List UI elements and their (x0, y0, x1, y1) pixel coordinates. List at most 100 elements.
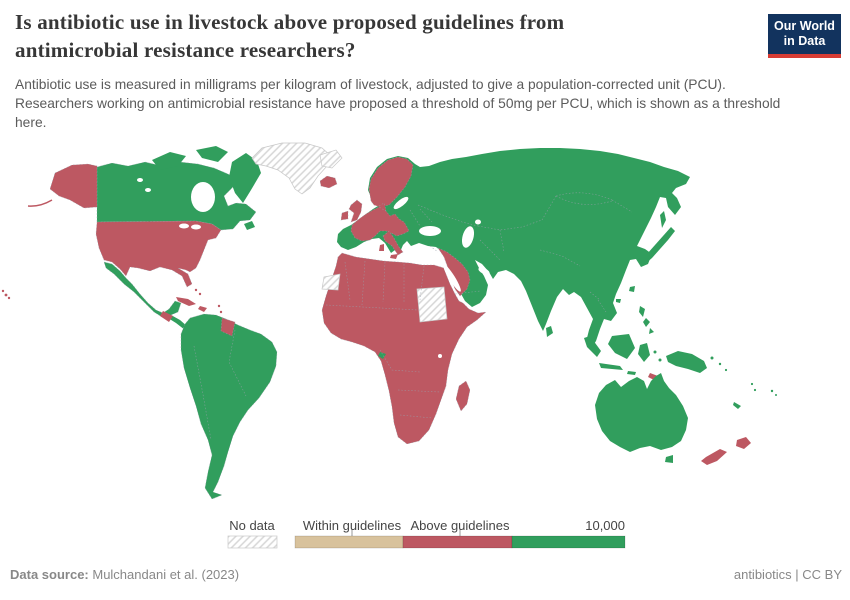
region-mexico[interactable] (103, 261, 182, 318)
region-italy[interactable] (382, 230, 404, 256)
country-borders (193, 192, 633, 441)
region-united-kingdom[interactable] (348, 199, 363, 223)
chart-subtitle: Antibiotic use is measured in milligrams… (15, 76, 781, 130)
license-link[interactable]: antibiotics | CC BY (733, 567, 842, 582)
region-hawaii-1[interactable] (1, 289, 5, 293)
caspian-sea (461, 226, 475, 248)
region-iceland[interactable] (319, 175, 338, 189)
region-java[interactable] (599, 363, 623, 370)
region-south-america[interactable] (180, 313, 278, 500)
region-fiji-1[interactable] (770, 389, 774, 393)
water-bodies (137, 178, 490, 358)
region-ireland[interactable] (340, 210, 349, 221)
region-lesser-sunda[interactable] (627, 371, 636, 375)
region-arctic-island-2[interactable] (196, 146, 228, 162)
region-philippines-3[interactable] (649, 328, 654, 334)
region-sakhalin[interactable] (660, 211, 666, 228)
data-source-line[interactable]: Data source: Mulchandani et al. (2023) (10, 567, 239, 582)
region-hawaii-3[interactable] (7, 296, 11, 300)
black-sea (419, 226, 441, 236)
region-hainan[interactable] (616, 299, 621, 303)
legend-no-data-swatch[interactable] (227, 535, 278, 549)
legend-max-label: 10,000 (585, 518, 625, 533)
region-madagascar[interactable] (455, 380, 471, 412)
region-taiwan[interactable] (629, 286, 635, 292)
region-australia[interactable] (595, 373, 688, 452)
great-bear-lake (137, 178, 143, 182)
region-new-britain[interactable] (710, 356, 714, 360)
region-fiji-2[interactable] (775, 394, 777, 396)
region-hawaii-2[interactable] (4, 293, 8, 297)
region-cuba[interactable] (176, 297, 196, 306)
region-sri-lanka[interactable] (546, 326, 553, 337)
region-hispaniola[interactable] (198, 306, 207, 312)
region-sulawesi[interactable] (638, 343, 650, 362)
chart-header: Is antibiotic use in livestock above pro… (15, 8, 790, 132)
region-antilles-1[interactable] (217, 304, 221, 308)
region-sumatra[interactable] (584, 336, 601, 357)
region-new-guinea[interactable] (666, 351, 707, 373)
region-tasmania[interactable] (665, 455, 673, 463)
aral-sea (475, 219, 481, 225)
region-new-zealand-south[interactable] (701, 449, 727, 465)
map-regions (1, 142, 777, 500)
legend-swatch-within[interactable] (294, 535, 404, 549)
region-solomons-1[interactable] (718, 362, 722, 366)
region-united-states[interactable] (95, 220, 222, 288)
region-sardinia[interactable] (379, 244, 384, 251)
region-new-zealand-north[interactable] (736, 437, 751, 449)
map-legend: No data Within guidelines Above guidelin… (227, 518, 626, 549)
legend-above-label: Above guidelines (410, 518, 510, 533)
region-philippines-2[interactable] (643, 318, 650, 327)
region-scandinavia[interactable] (368, 156, 414, 208)
region-philippines-1[interactable] (639, 306, 645, 317)
region-bahamas-2[interactable] (198, 292, 202, 296)
red-sea (443, 264, 461, 292)
region-svalbard[interactable] (319, 149, 343, 169)
baltic-sea (393, 196, 409, 210)
owid-logo[interactable]: Our World in Data (768, 14, 841, 58)
region-guyana-suriname[interactable] (220, 317, 236, 337)
region-baffin-island[interactable] (229, 153, 261, 203)
great-lake-1 (179, 223, 189, 229)
hudson-bay (191, 182, 215, 212)
great-slave-lake (145, 188, 151, 192)
region-eurasia[interactable] (337, 148, 690, 349)
region-moluccas-2[interactable] (658, 358, 662, 362)
page-title: Is antibiotic use in livestock above pro… (15, 10, 565, 63)
region-new-caledonia[interactable] (733, 402, 741, 409)
legend-within-label: Within guidelines (303, 518, 402, 533)
owid-logo-line1: Our World (774, 19, 835, 33)
region-vanuatu-1[interactable] (750, 382, 754, 386)
data-source-value: Mulchandani et al. (2023) (88, 567, 240, 582)
lake-victoria (438, 354, 442, 358)
region-solomons-2[interactable] (724, 368, 728, 372)
persian-gulf (478, 267, 490, 275)
chart-footer: Data source: Mulchandani et al. (2023) a… (10, 567, 842, 582)
region-arctic-island-1[interactable] (152, 152, 186, 170)
legend-no-data-label: No data (229, 518, 275, 533)
region-bahamas[interactable] (194, 288, 198, 292)
region-newfoundland[interactable] (244, 221, 255, 230)
region-western-sahara[interactable] (321, 273, 341, 291)
region-central-america-red[interactable] (160, 311, 173, 322)
owid-logo-line2: in Data (783, 34, 826, 49)
region-western-europe[interactable] (350, 206, 410, 242)
region-greenland[interactable] (251, 142, 332, 195)
region-alaska[interactable] (49, 163, 98, 209)
region-sicily[interactable] (390, 254, 398, 259)
region-moluccas-1[interactable] (653, 350, 657, 354)
region-sudan[interactable] (416, 286, 448, 323)
region-borneo[interactable] (608, 334, 635, 359)
great-lake-2 (191, 224, 201, 230)
region-aleutians[interactable] (27, 199, 53, 207)
data-source-prefix: Data source: (10, 567, 89, 582)
region-equatorial-guinea[interactable] (378, 352, 386, 359)
region-antilles-2[interactable] (219, 310, 223, 314)
legend-swatch-high[interactable] (511, 535, 626, 549)
legend-swatch-above[interactable] (402, 535, 513, 549)
region-japan[interactable] (640, 227, 675, 264)
region-saudi-arabia[interactable] (437, 247, 471, 297)
region-vanuatu-2[interactable] (753, 388, 757, 392)
